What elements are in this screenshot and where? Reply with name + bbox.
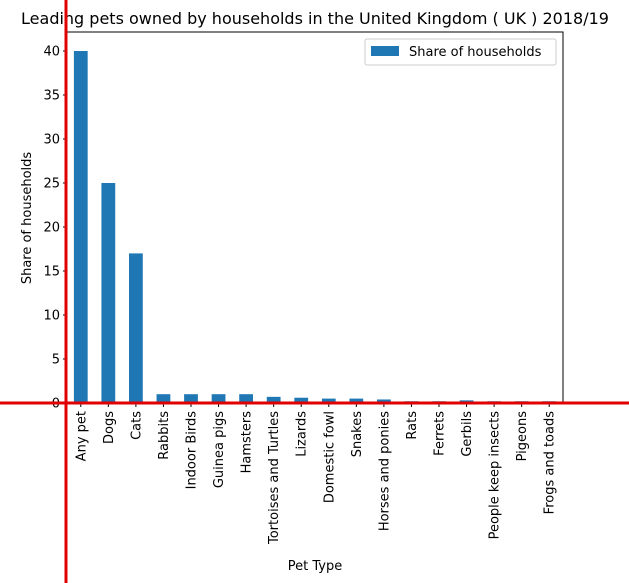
x-tick-label: Snakes bbox=[350, 411, 365, 458]
x-tick-label: Rabbits bbox=[157, 411, 172, 460]
x-tick-label: Indoor Birds bbox=[185, 411, 200, 490]
x-tick-label: People keep insects bbox=[488, 411, 503, 540]
legend-box bbox=[364, 38, 557, 66]
legend: Share of households bbox=[364, 38, 557, 66]
x-tick-label: Dogs bbox=[102, 411, 117, 444]
y-tick-label: 25 bbox=[43, 177, 60, 192]
x-tick-label: Gerbils bbox=[460, 411, 475, 457]
legend-label: Share of households bbox=[409, 45, 542, 60]
x-tick-label: Frogs and toads bbox=[543, 411, 558, 515]
x-tick-label: Guinea pigs bbox=[212, 411, 227, 488]
x-axis: Any pet Dogs Cats Rabbits Indoor Birds Guinea… bbox=[74, 403, 558, 545]
plot-area bbox=[66, 31, 564, 404]
x-tick-label: Rats bbox=[405, 411, 420, 440]
chart-title: Leading pets owned by households in the … bbox=[21, 9, 609, 28]
y-tick-label: 5 bbox=[52, 353, 60, 368]
y-tick-label: 10 bbox=[43, 309, 60, 324]
y-tick-label: 35 bbox=[43, 89, 60, 104]
bar bbox=[129, 253, 143, 403]
bar bbox=[239, 394, 253, 403]
bar bbox=[184, 394, 198, 403]
x-axis-label: Pet Type bbox=[288, 559, 342, 574]
bar bbox=[211, 394, 226, 403]
bar bbox=[321, 398, 336, 403]
x-tick-label: Ferrets bbox=[433, 411, 448, 456]
x-tick-label: Domestic fowl bbox=[322, 411, 337, 503]
bar bbox=[349, 398, 364, 403]
y-axis: 0510152025303540 bbox=[43, 45, 67, 412]
legend-swatch bbox=[371, 46, 399, 56]
x-tick-label: Horses and ponies bbox=[377, 411, 392, 531]
y-axis-label: Share of households bbox=[20, 152, 35, 285]
x-tick-label: Pigeons bbox=[515, 411, 530, 462]
bar bbox=[73, 51, 88, 403]
x-tick-label: Any pet bbox=[74, 411, 89, 461]
x-tick-label: Cats bbox=[129, 411, 144, 440]
x-tick-label: Hamsters bbox=[240, 411, 255, 474]
bar bbox=[294, 397, 309, 403]
x-tick-label: Lizards bbox=[295, 411, 310, 457]
bar bbox=[266, 396, 281, 403]
bar bbox=[101, 183, 116, 403]
bar bbox=[156, 394, 171, 403]
y-tick-label: 20 bbox=[43, 221, 60, 236]
y-tick-label: 15 bbox=[43, 265, 60, 280]
y-tick-label: 40 bbox=[43, 45, 60, 60]
bar bbox=[377, 399, 391, 403]
y-tick-label: 30 bbox=[43, 133, 60, 148]
x-tick-label: Tortoises and Turtles bbox=[267, 411, 282, 545]
